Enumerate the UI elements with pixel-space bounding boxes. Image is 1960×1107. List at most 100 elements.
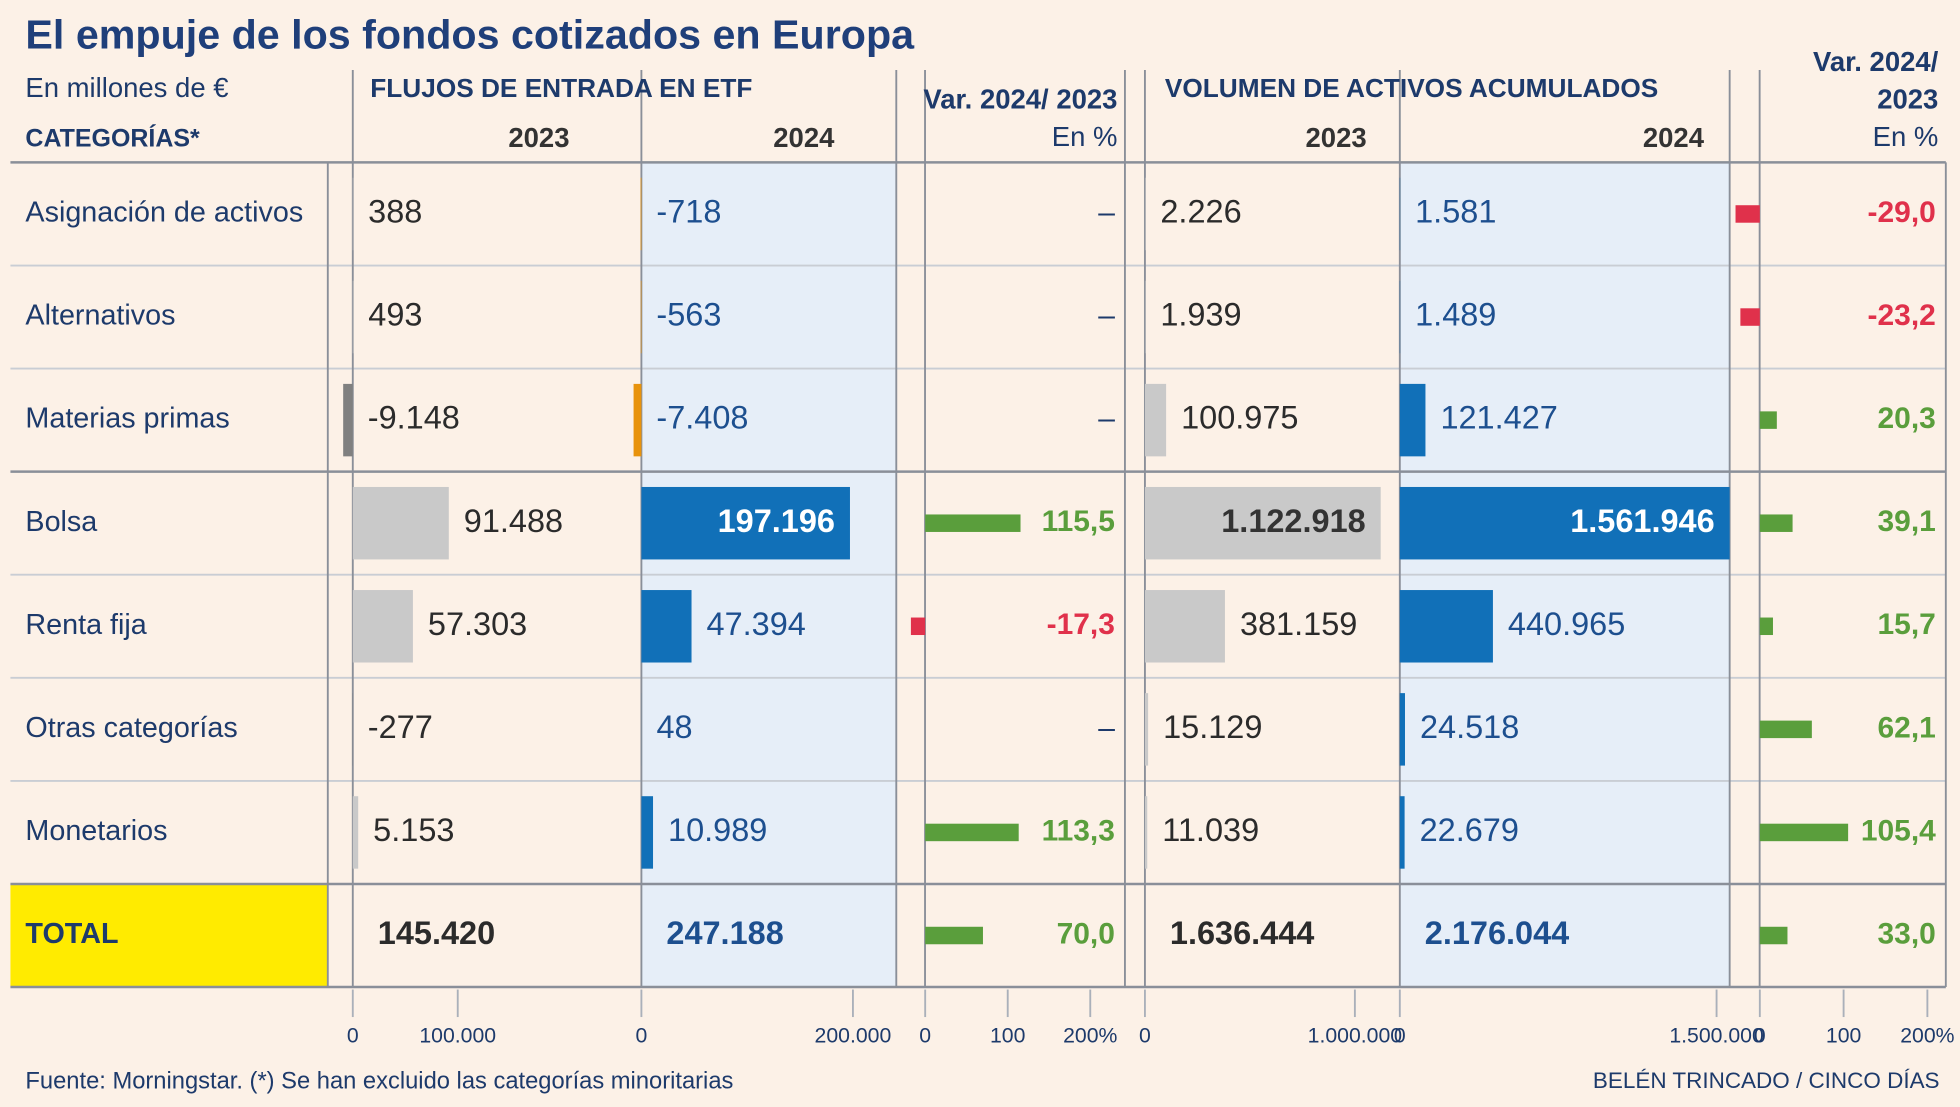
credit: BELÉN TRINCADO / CINCO DÍAS <box>1593 1068 1940 1093</box>
bar <box>1399 693 1405 766</box>
category-label: Alternativos <box>25 300 175 332</box>
x-tick-label: 0 <box>635 1024 647 1048</box>
value-label: -277 <box>368 709 433 745</box>
change-label: – <box>1098 402 1115 435</box>
value-label: 1.581 <box>1415 194 1496 230</box>
change-bar <box>1759 617 1773 636</box>
value-label: -7.408 <box>656 400 748 436</box>
x-tick-label: 100 <box>990 1024 1025 1048</box>
change-label: -29,0 <box>1868 196 1936 229</box>
column-header: 2023 <box>1306 122 1367 153</box>
change-bar <box>1759 514 1793 532</box>
change-bar <box>1740 308 1760 326</box>
value-label: 15.129 <box>1163 709 1262 745</box>
value-label: -718 <box>656 194 721 230</box>
column-header: En % <box>1052 121 1118 152</box>
x-tick-label: 100 <box>1826 1024 1861 1048</box>
bar <box>352 796 359 869</box>
change-bar <box>1759 720 1812 739</box>
value-label: 493 <box>368 297 422 333</box>
x-tick-label: 0 <box>1139 1024 1151 1048</box>
category-label: Monetarios <box>25 815 167 847</box>
change-label: 113,3 <box>1042 814 1115 847</box>
chart-title: El empuje de los fondos cotizados en Eur… <box>25 11 915 57</box>
change-label: 33,0 <box>1877 917 1935 950</box>
value-label: 145.420 <box>378 915 495 951</box>
source: Fuente: Morningstar. (*) Se han excluido… <box>25 1068 733 1094</box>
value-label: 10.989 <box>668 812 767 848</box>
bar <box>1144 383 1167 457</box>
value-label: 1.636.444 <box>1170 915 1314 951</box>
bar <box>352 486 449 560</box>
category-label: Renta fija <box>25 609 146 641</box>
x-tick-label: 1.000.000 <box>1308 1024 1402 1048</box>
category-label: Asignación de activos <box>25 197 303 229</box>
column-header: 2023 <box>508 122 569 153</box>
value-label: 24.518 <box>1420 709 1519 745</box>
change-label: – <box>1098 711 1115 744</box>
total-highlight <box>10 883 328 988</box>
value-label: -9.148 <box>368 400 460 436</box>
change-bar <box>925 926 983 945</box>
bar <box>641 486 850 560</box>
panel-title: VOLUMEN DE ACTIVOS ACUMULADOS <box>1165 73 1658 103</box>
x-tick-label: 200.000 <box>815 1024 892 1048</box>
bar <box>641 796 654 869</box>
change-bar <box>1759 823 1849 842</box>
category-label: Otras categorías <box>25 712 237 744</box>
column-header: Var. 2024/ <box>1813 46 1939 77</box>
value-label: 11.039 <box>1162 812 1259 848</box>
bar <box>1399 383 1426 457</box>
bar <box>343 383 353 457</box>
change-label: – <box>1098 196 1115 229</box>
x-tick-label: 200% <box>1900 1024 1954 1048</box>
x-tick-label: 100.000 <box>419 1024 496 1048</box>
value-label: 22.679 <box>1420 812 1519 848</box>
value-label: 440.965 <box>1508 606 1625 642</box>
change-bar <box>1759 411 1777 429</box>
x-tick-label: 0 <box>919 1024 931 1048</box>
change-label: 70,0 <box>1057 917 1115 950</box>
column-header: 2024 <box>1643 122 1705 153</box>
bar <box>1144 590 1225 663</box>
x-tick-label: 0 <box>1394 1024 1406 1048</box>
change-bar <box>910 617 926 636</box>
value-label: -563 <box>656 297 721 333</box>
subtitle: En millones de € <box>25 72 228 103</box>
value-label: 100.975 <box>1181 400 1298 436</box>
change-bar <box>925 823 1019 842</box>
change-label: 39,1 <box>1877 505 1935 538</box>
bar <box>1144 796 1148 869</box>
value-label: 1.561.946 <box>1570 503 1714 539</box>
bar <box>1144 486 1381 560</box>
value-label: 2.226 <box>1160 194 1241 230</box>
bar <box>1399 590 1493 663</box>
value-label: 121.427 <box>1440 400 1557 436</box>
x-tick-label: 0 <box>1754 1024 1766 1048</box>
column-header: Var. 2024/ 2023 <box>923 83 1117 114</box>
bar <box>640 280 642 354</box>
category-label: Bolsa <box>25 506 97 538</box>
change-bar <box>1735 205 1760 223</box>
value-label: 47.394 <box>707 606 806 642</box>
bar <box>352 590 413 663</box>
value-label: 57.303 <box>428 606 527 642</box>
x-tick-label: 200% <box>1063 1024 1117 1048</box>
value-label: 91.488 <box>464 503 563 539</box>
bar <box>1144 693 1149 766</box>
bar <box>641 590 692 663</box>
column-header: 2023 <box>1877 83 1938 114</box>
change-label: 115,5 <box>1042 505 1115 538</box>
x-tick-label: 0 <box>347 1024 359 1048</box>
value-label: 48 <box>656 709 692 745</box>
bar <box>1399 486 1730 560</box>
category-header: CATEGORÍAS* <box>25 124 200 153</box>
change-label: -23,2 <box>1868 299 1936 332</box>
bar <box>352 280 354 354</box>
change-label: – <box>1098 299 1115 332</box>
change-bar <box>925 514 1021 532</box>
bar <box>1399 796 1405 869</box>
change-label: 105,4 <box>1861 814 1936 847</box>
